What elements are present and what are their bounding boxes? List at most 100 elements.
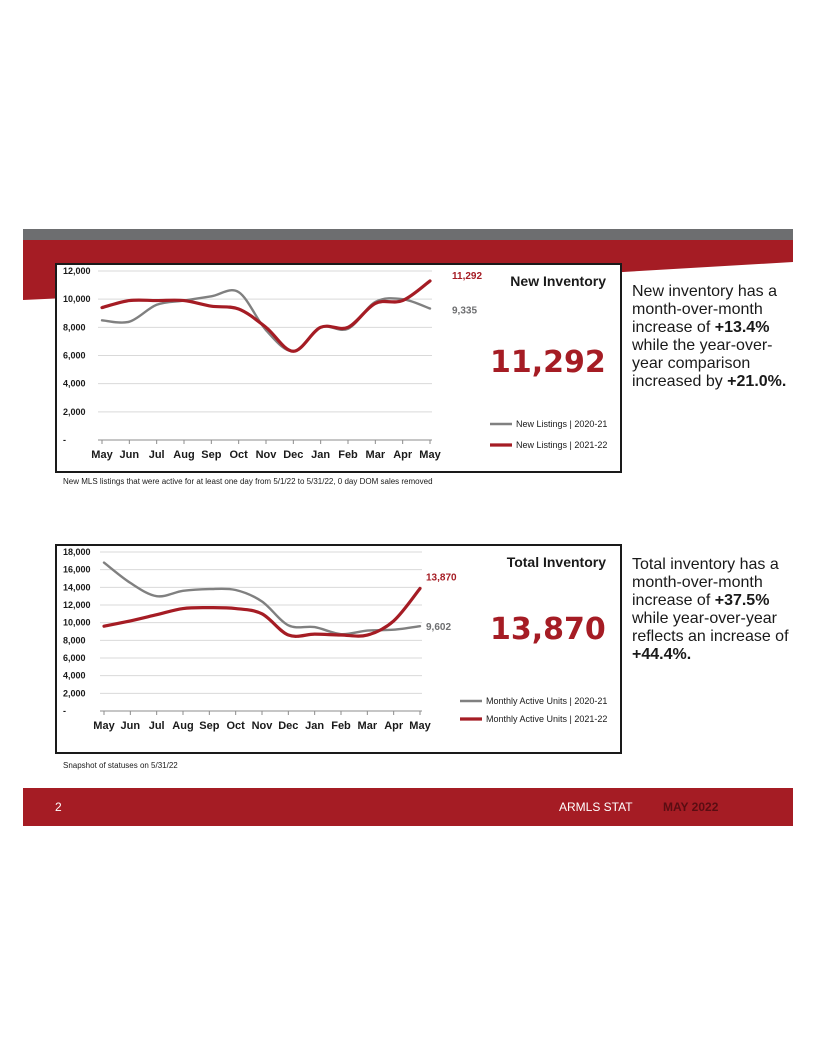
new-inventory-panel: - 2,000 4,000 6,000 8,000 10,000 12,000 May Jun J…: [55, 263, 622, 473]
data-point: [234, 607, 237, 610]
legend-entry: Monthly Active Units | 2021-22: [486, 714, 607, 724]
footer-brand: ARMLS STAT: [559, 800, 633, 814]
data-point: [155, 304, 158, 306]
chart-title: New Inventory: [510, 273, 606, 289]
data-point: [129, 620, 132, 622]
data-point: [401, 299, 404, 302]
data-point: [265, 326, 267, 329]
data-point: [261, 600, 263, 603]
data-point: [103, 561, 105, 564]
y-tick-label: 18,000: [63, 547, 91, 557]
legend-entry: Monthly Active Units | 2020-21: [486, 696, 607, 706]
summary-text-part: while the year-over-year comparison incr…: [632, 337, 773, 390]
headline-number: 11,292: [490, 345, 606, 380]
summary-text: Total inventory has a month-over-month i…: [632, 556, 802, 664]
y-tick-label: 12,000: [63, 600, 91, 610]
end-data-label: 13,870: [426, 572, 457, 583]
series-line: [102, 561, 422, 636]
summary-yoy-value: +44.4%.: [632, 646, 692, 663]
y-tick-label: 4,000: [63, 671, 86, 681]
x-tick-label: Apr: [384, 720, 404, 732]
summary-text-part: Total inventory has a month-over-month i…: [632, 556, 779, 609]
x-tick-label: Dec: [278, 720, 298, 732]
data-point: [208, 588, 211, 590]
x-tick-label: Dec: [283, 449, 303, 461]
data-point: [237, 308, 240, 310]
y-tick-label: 8,000: [63, 635, 86, 645]
x-tick-label: May: [419, 449, 441, 461]
x-tick-label: Jun: [121, 720, 141, 732]
chart-footnote: Snapshot of statuses on 5/31/22: [63, 761, 178, 770]
x-tick-label: Sep: [199, 720, 219, 732]
x-tick-label: Oct: [226, 720, 245, 732]
total-inventory-chart: - 2,000 4,000 6,000 8,000 10,000 12,000 14,000 1…: [63, 547, 607, 732]
x-tick-label: Jun: [120, 449, 140, 461]
y-tick-label: 10,000: [63, 294, 91, 304]
data-point: [429, 280, 431, 282]
data-point: [313, 633, 316, 635]
header-gray-bar: [23, 229, 793, 240]
page-number: 2: [55, 800, 62, 814]
x-tick-label: Jul: [149, 449, 165, 461]
data-point: [128, 320, 131, 323]
y-tick-label: 14,000: [63, 582, 91, 592]
data-point: [234, 589, 237, 591]
y-tick-label: 4,000: [63, 379, 86, 389]
data-point: [366, 634, 369, 636]
data-point: [319, 326, 322, 329]
summary-mom-value: +37.5%: [714, 592, 770, 609]
x-tick-label: Sep: [201, 449, 221, 461]
footer-period: MAY 2022: [663, 800, 719, 814]
summary-text-part: New inventory has a month-over-month inc…: [632, 283, 777, 336]
x-tick-label: Feb: [338, 449, 358, 461]
data-point: [182, 590, 184, 592]
data-point: [210, 295, 213, 298]
data-point: [261, 613, 263, 615]
data-point: [419, 587, 421, 590]
end-data-label: 9,602: [426, 622, 451, 633]
data-point: [392, 628, 395, 631]
data-point: [183, 299, 185, 302]
data-point: [392, 620, 395, 622]
data-point: [155, 299, 158, 302]
data-point: [374, 302, 377, 305]
series-line: [100, 279, 432, 353]
y-tick-label: 12,000: [63, 266, 91, 276]
x-tick-label: Feb: [331, 720, 351, 732]
legend-entry: New Listings | 2020-21: [516, 419, 607, 429]
y-tick-label: -: [63, 706, 66, 716]
y-tick-label: 6,000: [63, 351, 86, 361]
data-point: [208, 606, 211, 609]
data-point: [182, 607, 184, 610]
data-point: [155, 613, 158, 616]
x-tick-label: Mar: [366, 449, 386, 461]
x-tick-label: Aug: [173, 449, 194, 461]
y-tick-label: 8,000: [63, 322, 86, 332]
y-tick-label: 16,000: [63, 565, 91, 575]
data-point: [287, 634, 290, 636]
x-tick-label: Mar: [358, 720, 378, 732]
chart-title: Total Inventory: [506, 554, 606, 570]
y-tick-label: 10,000: [63, 618, 91, 628]
summary-yoy-value: +21.0%.: [727, 373, 787, 390]
data-point: [101, 319, 103, 322]
y-tick-label: 2,000: [63, 407, 86, 417]
data-point: [103, 625, 105, 627]
y-tick-label: -: [63, 435, 66, 445]
summary-text: New inventory has a month-over-month inc…: [632, 283, 802, 391]
data-point: [210, 305, 213, 308]
end-data-label: 9,335: [452, 306, 477, 317]
x-tick-label: Jan: [311, 449, 330, 461]
x-tick-label: Aug: [172, 720, 193, 732]
data-point: [129, 582, 132, 584]
data-point: [237, 291, 240, 293]
total-inventory-panel: - 2,000 4,000 6,000 8,000 10,000 12,000 14,000 1…: [55, 544, 622, 754]
x-tick-label: Nov: [256, 449, 278, 461]
data-point: [313, 626, 316, 628]
data-point: [340, 634, 342, 636]
data-point: [287, 624, 290, 627]
data-point: [101, 306, 103, 309]
x-tick-label: May: [409, 720, 431, 732]
x-tick-label: Oct: [229, 449, 248, 461]
x-tick-label: May: [93, 720, 115, 732]
